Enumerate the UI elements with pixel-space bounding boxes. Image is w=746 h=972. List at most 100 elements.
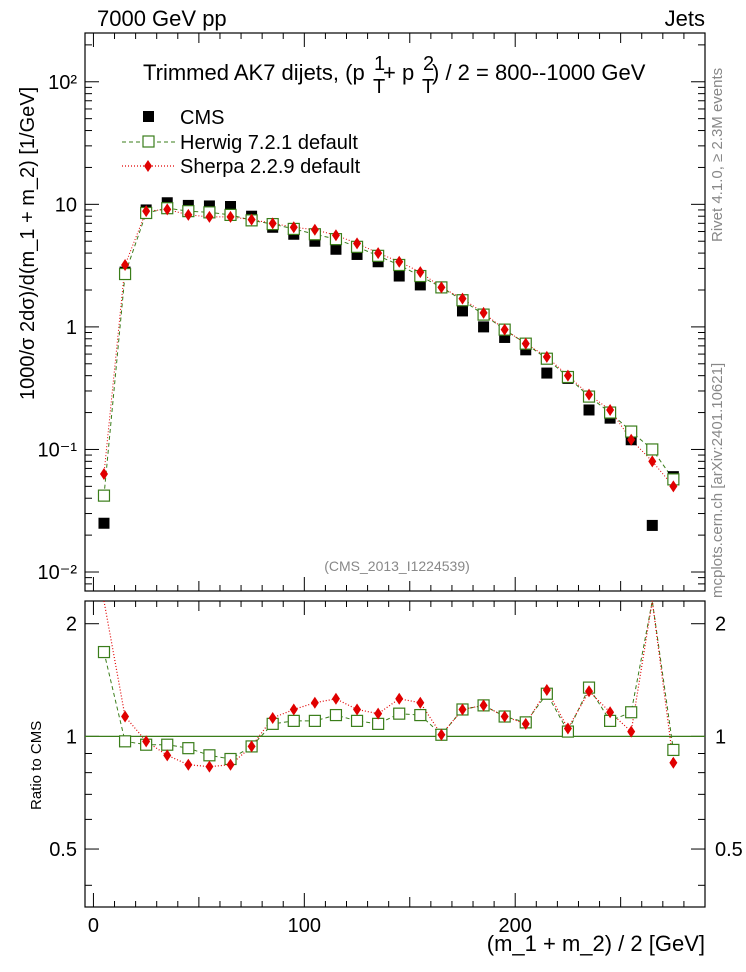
sherpa-ratio-point bbox=[247, 740, 256, 753]
y-tick-label-ratio: 2 bbox=[66, 614, 77, 636]
y-tick-label-main: 10² bbox=[48, 72, 77, 94]
herwig-ratio-point bbox=[372, 717, 385, 730]
title-pre: Trimmed AK7 dijets, (p bbox=[143, 60, 365, 85]
title-mid: + p bbox=[383, 60, 414, 85]
mcplots-label: mcplots.cern.ch [arXiv:2401.10621] bbox=[709, 363, 726, 598]
y-axis-label-main: 1000/σ 2dσ)/d(m_1 + m_2) [1/GeV] bbox=[17, 87, 39, 400]
herwig-ratio-point bbox=[667, 743, 680, 757]
sherpa-point bbox=[289, 221, 298, 234]
sherpa-point bbox=[585, 388, 594, 401]
sherpa-ratio-point bbox=[353, 703, 362, 716]
main-panel-frame bbox=[84, 32, 706, 592]
main-axes: 10⁻² 10⁻¹ 1 10 10² bbox=[38, 33, 706, 592]
x-axis-label: (m_1 + m_2) / 2 [GeV] bbox=[487, 931, 705, 956]
sherpa-point bbox=[226, 210, 235, 223]
y-tick-label-main: 10⁻¹ bbox=[38, 439, 78, 461]
ratio-panel-frame bbox=[84, 600, 706, 908]
sherpa-point bbox=[163, 203, 172, 216]
sherpa-point bbox=[142, 205, 151, 218]
herwig-ratio-point bbox=[161, 738, 174, 751]
sherpa-ratio-point bbox=[310, 696, 319, 709]
y-tick-label-ratio-right: 0.5 bbox=[715, 839, 743, 861]
sherpa-ratio-point bbox=[331, 692, 340, 705]
cms-point bbox=[203, 200, 215, 212]
sherpa-ratio-point bbox=[374, 707, 383, 720]
sherpa-point bbox=[479, 306, 488, 319]
sherpa-ratio-point bbox=[437, 728, 446, 741]
cms-point bbox=[583, 404, 595, 416]
sherpa-ratio-point bbox=[205, 760, 214, 773]
cms-point bbox=[309, 235, 321, 247]
legend: CMS Herwig 7.2.1 default Sherpa 2.2.9 de… bbox=[122, 107, 361, 178]
header-right: Jets bbox=[665, 6, 705, 31]
sherpa-ratio-point bbox=[416, 696, 425, 709]
cms-point bbox=[456, 305, 468, 317]
herwig-ratio-point bbox=[182, 742, 195, 755]
sherpa-point bbox=[606, 403, 615, 416]
header-left: 7000 GeV pp bbox=[97, 6, 227, 31]
sherpa-ratio-point bbox=[268, 711, 277, 724]
sherpa-point bbox=[627, 433, 636, 446]
ratio-data-marks bbox=[97, 600, 680, 773]
sherpa-ratio-point bbox=[669, 756, 678, 769]
sherpa-ratio-point bbox=[500, 710, 509, 723]
herwig-ratio-point bbox=[414, 708, 427, 722]
legend-marker-herwig bbox=[142, 135, 155, 148]
legend-label-herwig: Herwig 7.2.1 default bbox=[180, 132, 358, 154]
cms-point bbox=[414, 279, 426, 291]
cms-point bbox=[646, 519, 658, 531]
sherpa-ratio-point bbox=[184, 758, 193, 771]
sherpa-ratio-point bbox=[289, 703, 298, 716]
sherpa-point bbox=[542, 350, 551, 363]
cms-point bbox=[98, 517, 110, 529]
x-tick-label: 100 bbox=[288, 915, 321, 937]
sherpa-point bbox=[353, 237, 362, 250]
cms-point bbox=[499, 331, 511, 343]
cms-point bbox=[478, 321, 490, 333]
sherpa-ratio-point bbox=[163, 749, 172, 762]
sherpa-point bbox=[331, 229, 340, 242]
cms-point bbox=[330, 243, 342, 255]
sherpa-ratio-point bbox=[226, 758, 235, 771]
sherpa-point bbox=[648, 455, 657, 468]
y-tick-label-ratio: 0.5 bbox=[49, 839, 77, 861]
cms-point bbox=[351, 248, 363, 260]
sherpa-point bbox=[395, 255, 404, 268]
sherpa-point bbox=[184, 208, 193, 221]
herwig-line bbox=[103, 207, 674, 496]
title-sup1: 1 bbox=[374, 53, 385, 75]
x-tick-label: 0 bbox=[88, 915, 99, 937]
cms-point bbox=[225, 201, 237, 213]
sherpa-point bbox=[563, 369, 572, 382]
y-tick-label-ratio: 1 bbox=[66, 726, 77, 748]
sherpa-point bbox=[521, 337, 530, 350]
sherpa-point bbox=[205, 210, 214, 223]
title-sub2: T bbox=[422, 76, 434, 98]
legend-marker-sherpa bbox=[144, 160, 152, 172]
y-tick-label-main: 10⁻² bbox=[38, 562, 78, 584]
title-post: ) / 2 = 800--1000 GeV bbox=[432, 60, 646, 85]
sherpa-point bbox=[99, 468, 108, 481]
herwig-ratio-point bbox=[118, 735, 132, 748]
cms-point bbox=[541, 367, 553, 379]
cms-point bbox=[393, 270, 405, 282]
y-axis-label-ratio: Ratio to CMS bbox=[28, 721, 45, 810]
title-sub1: T bbox=[373, 76, 385, 98]
sherpa-point bbox=[437, 281, 446, 294]
sherpa-ratio-point bbox=[121, 710, 130, 723]
herwig-ratio-line bbox=[103, 600, 674, 760]
main-data-marks bbox=[97, 197, 680, 531]
herwig-ratio-point bbox=[97, 645, 111, 659]
cms-point bbox=[520, 344, 532, 356]
sherpa-ratio-point bbox=[542, 684, 551, 697]
svg-text:Trimmed AK7 dijets, (p: Trimmed AK7 dijets, (p bbox=[143, 60, 365, 85]
x-tick-label: 200 bbox=[499, 915, 532, 937]
chart-title: Trimmed AK7 dijets, (p 1 T + p 2 T ) / 2… bbox=[143, 53, 646, 98]
sherpa-ratio-point bbox=[142, 735, 151, 748]
herwig-ratio-point bbox=[203, 749, 216, 762]
sherpa-ratio-point bbox=[521, 717, 530, 730]
rivet-label: Rivet 4.1.0, ≥ 2.3M events bbox=[709, 68, 726, 242]
ratio-axes: 0 100 200 0.5 0.5 1 1 2 2 bbox=[49, 601, 743, 937]
y-tick-label-ratio-right: 1 bbox=[715, 726, 726, 748]
